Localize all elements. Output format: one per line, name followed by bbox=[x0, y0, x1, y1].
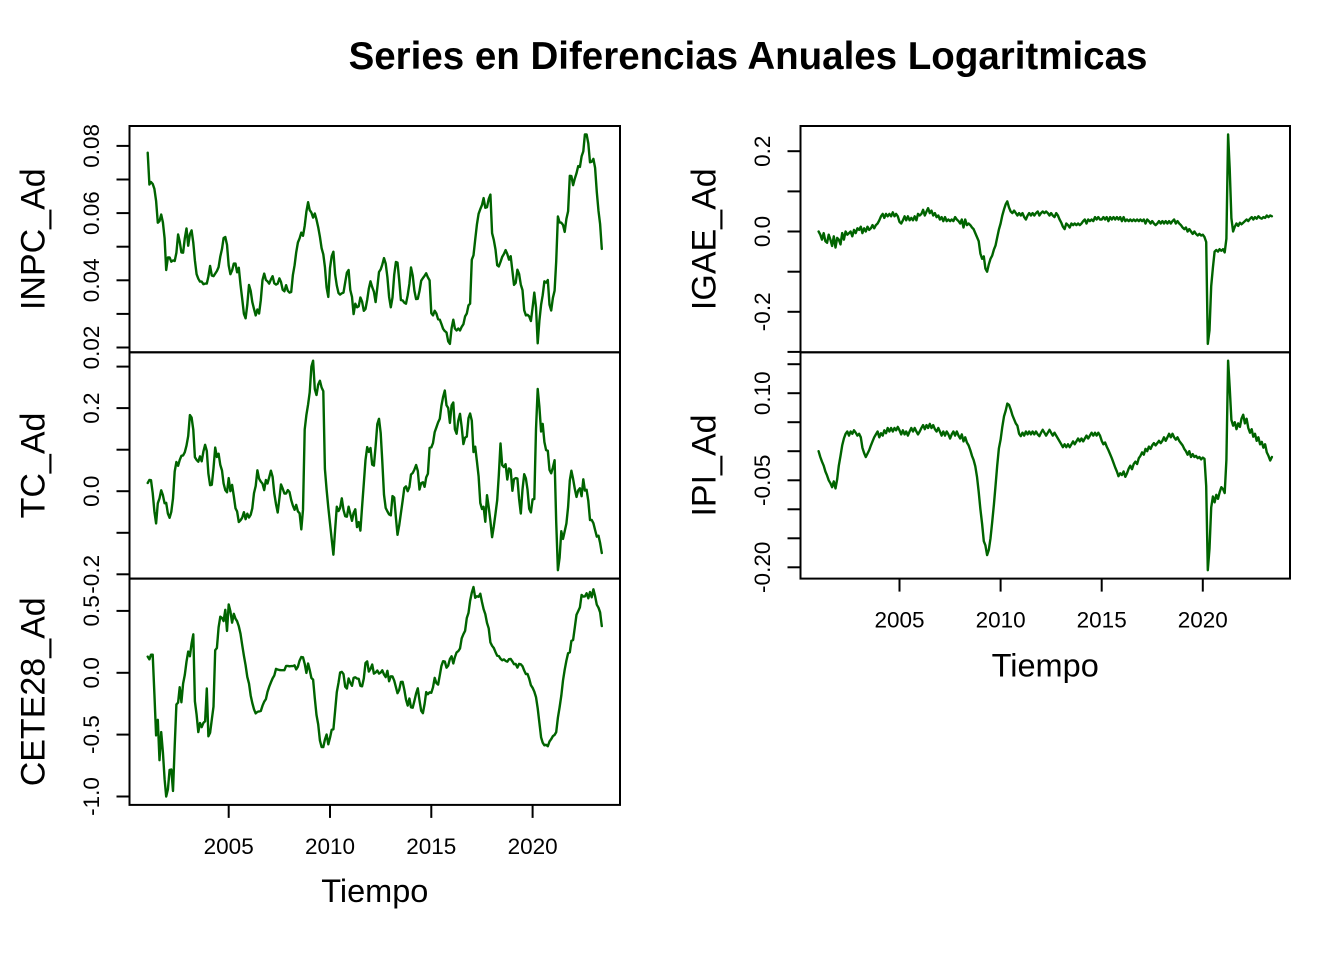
svg-text:TC_Ad: TC_Ad bbox=[15, 413, 53, 519]
svg-text:2010: 2010 bbox=[976, 608, 1026, 633]
svg-text:0.0: 0.0 bbox=[79, 476, 104, 507]
svg-text:0.2: 0.2 bbox=[750, 136, 775, 167]
svg-text:0.04: 0.04 bbox=[79, 258, 104, 302]
svg-text:0.0: 0.0 bbox=[750, 216, 775, 247]
svg-text:0.2: 0.2 bbox=[79, 392, 104, 423]
svg-text:2005: 2005 bbox=[204, 834, 254, 859]
svg-text:-0.05: -0.05 bbox=[750, 455, 775, 506]
svg-text:0.02: 0.02 bbox=[79, 326, 104, 370]
svg-text:0.10: 0.10 bbox=[750, 371, 775, 415]
svg-text:CETE28_Ad: CETE28_Ad bbox=[15, 597, 53, 786]
svg-text:Tiempo: Tiempo bbox=[992, 648, 1099, 684]
svg-text:IGAE_Ad: IGAE_Ad bbox=[686, 168, 724, 310]
svg-text:2020: 2020 bbox=[1178, 608, 1228, 633]
svg-text:0.08: 0.08 bbox=[79, 124, 104, 168]
svg-text:2010: 2010 bbox=[305, 834, 355, 859]
svg-text:Series en Diferencias Anuales: Series en Diferencias Anuales Logaritmic… bbox=[349, 35, 1148, 78]
svg-text:2020: 2020 bbox=[508, 834, 558, 859]
svg-text:0.06: 0.06 bbox=[79, 191, 104, 235]
svg-text:IPI_Ad: IPI_Ad bbox=[686, 414, 724, 516]
svg-text:0.5: 0.5 bbox=[79, 595, 104, 626]
svg-text:-1.0: -1.0 bbox=[79, 777, 104, 816]
svg-text:-0.2: -0.2 bbox=[79, 555, 104, 594]
svg-text:INPC_Ad: INPC_Ad bbox=[15, 168, 53, 310]
svg-text:2005: 2005 bbox=[874, 608, 924, 633]
svg-text:Tiempo: Tiempo bbox=[321, 873, 428, 909]
svg-text:2015: 2015 bbox=[406, 834, 456, 859]
svg-text:-0.2: -0.2 bbox=[750, 292, 775, 331]
svg-text:2015: 2015 bbox=[1077, 608, 1127, 633]
svg-text:-0.20: -0.20 bbox=[750, 542, 775, 593]
svg-text:0.0: 0.0 bbox=[79, 657, 104, 688]
svg-text:-0.5: -0.5 bbox=[79, 715, 104, 754]
